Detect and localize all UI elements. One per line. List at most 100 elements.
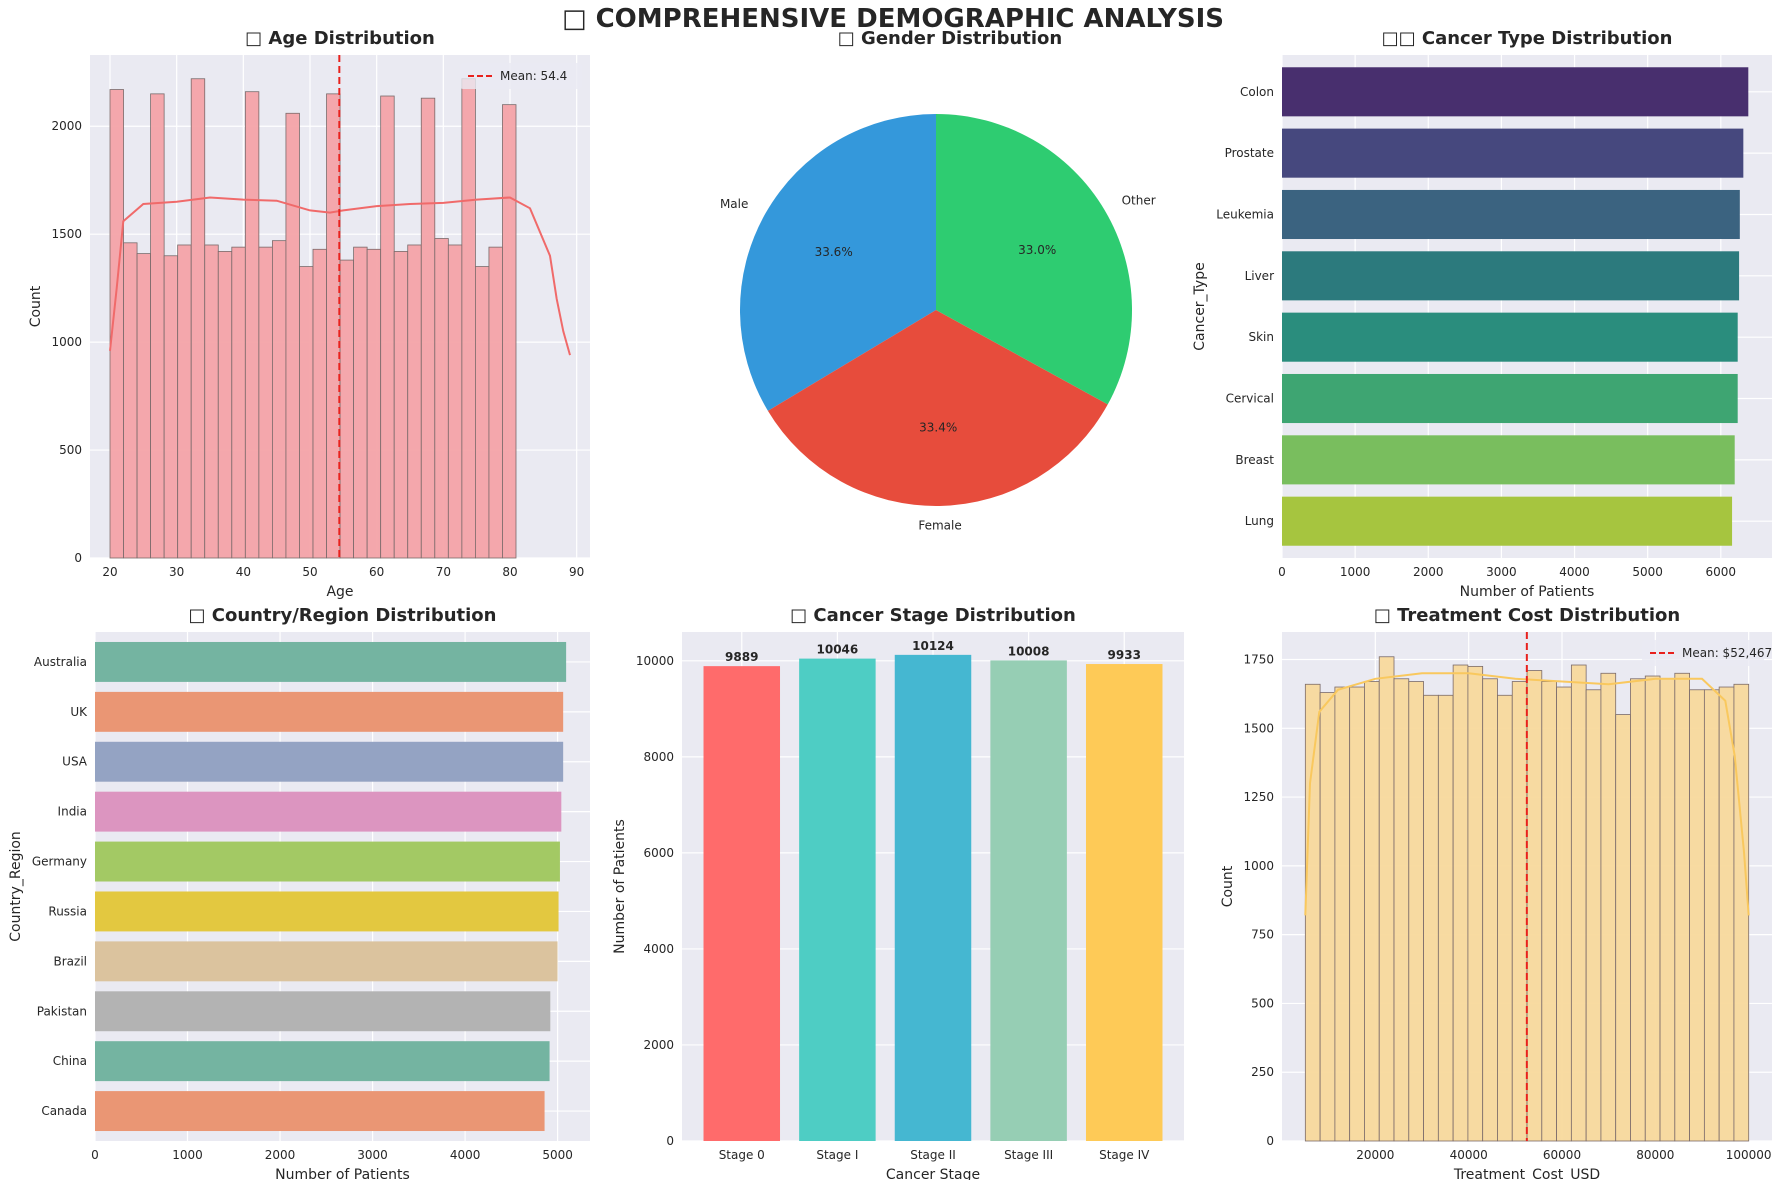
histogram-bar <box>1689 689 1705 1142</box>
bar-skin <box>1282 312 1738 362</box>
histogram-bar <box>150 93 165 559</box>
x-tick-label: 3000 <box>357 1148 388 1162</box>
bar-liver <box>1282 251 1740 301</box>
bar-russia <box>95 891 559 932</box>
histogram-bar <box>1615 714 1631 1142</box>
y-tick-label: Germany <box>32 855 87 869</box>
plot-area <box>90 55 590 558</box>
x-tick-label: 5000 <box>1632 565 1663 579</box>
y-tick-label: 1000 <box>1243 859 1274 873</box>
y-tick-label: Pakistan <box>37 1004 87 1018</box>
histogram-bar <box>231 246 246 559</box>
bar-value-label: 10124 <box>912 639 954 653</box>
bar-lung <box>1282 496 1733 546</box>
x-axis-label: Age <box>326 584 353 600</box>
histogram-bar <box>190 78 206 559</box>
pie-percent-label: 33.0% <box>1018 243 1056 257</box>
x-tick-label: 40000 <box>1450 1148 1488 1162</box>
histogram-bar <box>502 104 517 559</box>
bar-brazil <box>95 941 558 982</box>
histogram-bar <box>1497 694 1513 1142</box>
pie-slice-other <box>936 114 1133 405</box>
x-tick-label: Stage 0 <box>719 1148 765 1162</box>
y-tick-label: China <box>53 1054 87 1068</box>
pie-label: Female <box>918 519 961 533</box>
histogram-bar <box>1541 681 1557 1142</box>
x-tick-label: 80 <box>502 565 517 579</box>
histogram-bar <box>1733 683 1750 1142</box>
y-tick-label: 2000 <box>643 1038 674 1052</box>
y-tick-label: 1500 <box>51 227 82 241</box>
histogram-bar <box>312 248 327 559</box>
histogram-bar <box>1630 678 1646 1142</box>
y-tick-label: Leukemia <box>1216 207 1274 221</box>
y-tick-label: 10000 <box>636 654 674 668</box>
bar-uk <box>95 691 564 732</box>
pie-label: Other <box>1122 193 1156 207</box>
y-tick-label: 1500 <box>1243 721 1274 735</box>
bar-leukemia <box>1282 189 1740 240</box>
chart-title: □ Country/Region Distribution <box>189 605 497 626</box>
y-tick-label: Australia <box>34 655 87 669</box>
bar-china <box>95 1041 550 1082</box>
plot-area <box>682 632 1184 1141</box>
y-axis-label: Number of Patients <box>612 819 628 954</box>
x-tick-label: 4000 <box>450 1148 481 1162</box>
histogram-bar <box>393 251 409 559</box>
histogram-bar <box>271 240 287 559</box>
x-tick-label: 1000 <box>172 1148 203 1162</box>
bar-value-label: 10008 <box>1008 644 1050 658</box>
histogram-bar <box>461 78 476 559</box>
histogram-bar <box>1452 664 1469 1142</box>
y-tick-label: India <box>58 805 87 819</box>
bar-usa <box>95 741 564 782</box>
histogram-bar <box>109 89 124 559</box>
x-axis-label: Treatment_Cost_USD <box>1453 1167 1600 1180</box>
bar-australia <box>95 641 567 682</box>
x-tick-label: 4000 <box>1559 565 1590 579</box>
x-axis-label: Number of Patients <box>1460 584 1595 600</box>
pie-percent-label: 33.4% <box>919 421 957 435</box>
bar-prostate <box>1282 128 1744 178</box>
histogram-bar <box>1304 683 1321 1142</box>
histogram-bar <box>123 242 138 559</box>
histogram-bar <box>258 246 273 559</box>
histogram-bar <box>1674 672 1690 1142</box>
y-tick-label: 1750 <box>1243 653 1274 667</box>
histogram-bar <box>217 251 233 559</box>
pie-label: Male <box>720 197 748 211</box>
histogram-bar <box>407 244 422 559</box>
histogram-bar <box>1364 681 1380 1142</box>
y-tick-label: 500 <box>1251 996 1274 1010</box>
histogram-bar <box>1482 678 1498 1142</box>
histogram-bar <box>299 266 314 559</box>
legend-box <box>460 63 582 89</box>
x-tick-label: 2000 <box>1413 565 1444 579</box>
histogram-bar <box>1349 686 1365 1142</box>
x-tick-label: 100000 <box>1726 1148 1772 1162</box>
histogram-bar <box>1511 681 1528 1142</box>
y-tick-label: Russia <box>48 904 87 918</box>
y-tick-label: Liver <box>1245 269 1275 283</box>
y-tick-label: USA <box>62 755 88 769</box>
histogram-bar <box>1423 694 1439 1142</box>
histogram-bar <box>1437 694 1454 1142</box>
x-tick-label: 1000 <box>1340 565 1371 579</box>
x-tick-label: 20 <box>102 565 117 579</box>
y-tick-label: Canada <box>41 1104 87 1118</box>
bar-pakistan <box>95 991 551 1032</box>
bar-stage-iv <box>1085 664 1163 1141</box>
histogram-bar <box>285 112 300 559</box>
main-title: □ COMPREHENSIVE DEMOGRAPHIC ANALYSIS <box>561 4 1225 34</box>
x-tick-label: 60 <box>369 565 384 579</box>
y-tick-label: UK <box>70 705 88 719</box>
y-tick-label: 8000 <box>643 750 674 764</box>
x-tick-label: Stage I <box>816 1148 858 1162</box>
histogram-bar <box>488 246 503 559</box>
chart-title: □ Treatment Cost Distribution <box>1374 605 1680 626</box>
x-axis-label: Number of Patients <box>275 1167 410 1180</box>
y-tick-label: 4000 <box>643 942 674 956</box>
